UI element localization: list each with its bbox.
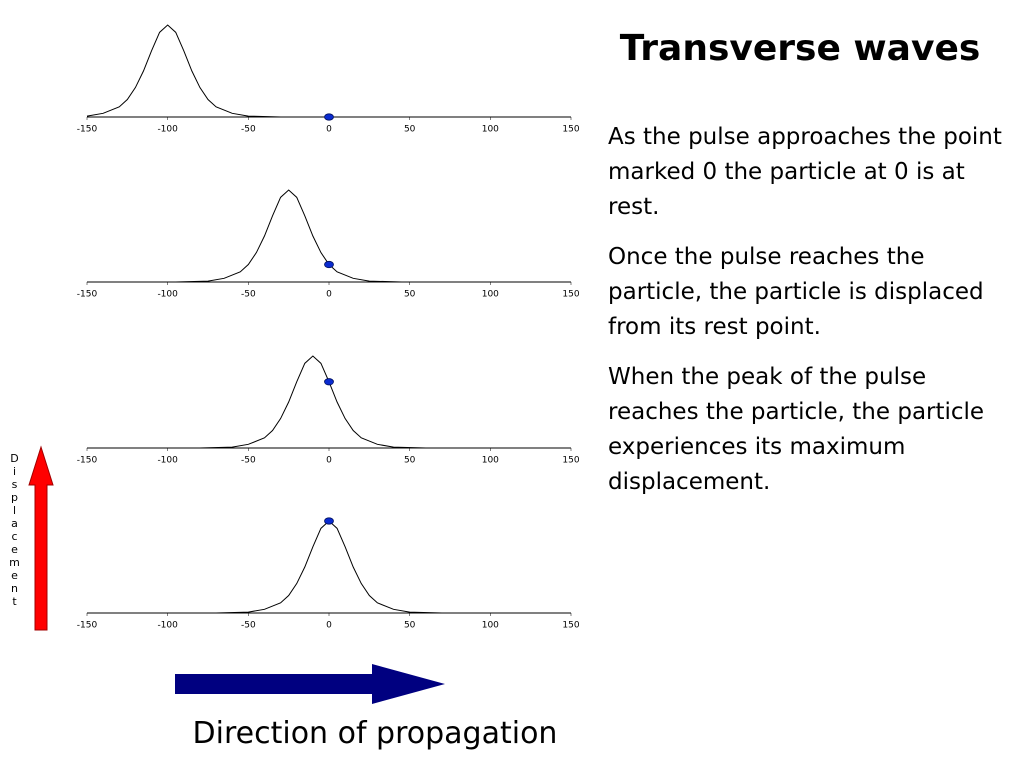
wave-line <box>86 24 571 118</box>
x-tick-label: 150 <box>562 456 579 466</box>
x-tick-label: 100 <box>482 290 499 300</box>
slide-title: Transverse waves <box>619 28 981 69</box>
wave-line <box>87 355 571 449</box>
particle <box>324 113 334 121</box>
x-tick-label: 50 <box>404 621 416 631</box>
particle <box>324 378 334 386</box>
particle <box>324 517 334 525</box>
x-tick-label: -100 <box>157 290 178 300</box>
displacement-arrow <box>28 445 54 631</box>
x-tick-label: 50 <box>404 456 416 466</box>
x-tick-label: -150 <box>77 290 98 300</box>
x-tick-label: 0 <box>326 621 332 631</box>
x-tick-label: 100 <box>482 456 499 466</box>
paragraph: Once the pulse reaches the particle, the… <box>608 244 984 340</box>
x-tick-label: -150 <box>77 456 98 466</box>
propagation-arrow <box>175 664 445 704</box>
x-tick-label: 50 <box>404 290 416 300</box>
x-tick-label: 100 <box>482 621 499 631</box>
x-tick-label: -50 <box>241 621 256 631</box>
paragraph: As the pulse approaches the point marked… <box>608 124 1002 220</box>
x-tick-label: -100 <box>157 621 178 631</box>
x-tick-label: 50 <box>404 125 416 135</box>
x-tick-label: 0 <box>326 456 332 466</box>
x-tick-label: -50 <box>241 125 256 135</box>
x-tick-label: -50 <box>241 456 256 466</box>
x-tick-label: -100 <box>157 125 178 135</box>
wave-line <box>87 189 571 283</box>
wave-line <box>87 520 571 614</box>
x-tick-label: -150 <box>77 125 98 135</box>
propagation-label: Direction of propagation <box>192 716 558 751</box>
particle <box>324 260 334 269</box>
x-tick-label: 0 <box>326 290 332 300</box>
paragraph: When the peak of the pulse reaches the p… <box>608 364 985 495</box>
x-tick-label: 100 <box>482 125 499 135</box>
x-tick-label: -150 <box>77 621 98 631</box>
x-tick-label: -50 <box>241 290 256 300</box>
x-tick-label: -100 <box>157 456 178 466</box>
x-tick-label: 0 <box>326 125 332 135</box>
text-body: As the pulse approaches the point marked… <box>608 120 1020 515</box>
x-tick-label: 150 <box>562 621 579 631</box>
x-tick-label: 150 <box>562 290 579 300</box>
displacement-label: Displacement <box>8 452 21 608</box>
x-tick-label: 150 <box>562 125 579 135</box>
